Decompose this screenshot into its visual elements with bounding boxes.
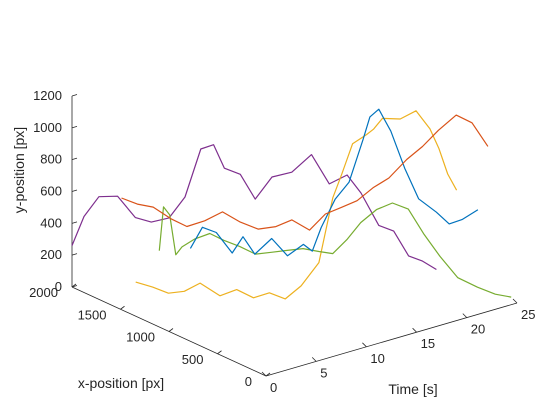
y-tick-mark bbox=[412, 327, 417, 333]
z-tick-label: 800 bbox=[40, 152, 62, 167]
z-tick-mark bbox=[71, 157, 78, 161]
x-tick-mark bbox=[120, 305, 125, 310]
z-tick-mark bbox=[71, 253, 78, 256]
z-tick-label: 1000 bbox=[33, 120, 62, 135]
ticks: 0200400600800100012000500100015002000051… bbox=[29, 88, 535, 395]
x-axis-title: x-position [px] bbox=[78, 375, 164, 391]
y-tick-label: 0 bbox=[270, 380, 277, 395]
series-lines bbox=[71, 108, 512, 300]
y-tick-mark bbox=[462, 313, 468, 318]
x-tick-mark bbox=[217, 350, 222, 355]
y-axis-title: Time [s] bbox=[388, 381, 437, 397]
y-axis-line bbox=[265, 302, 518, 377]
y-tick-mark bbox=[512, 298, 518, 304]
z-tick-label: 200 bbox=[40, 247, 62, 262]
z-tick-label: 400 bbox=[40, 215, 62, 230]
series-line-4 bbox=[189, 108, 479, 257]
z-axis-title: y-position [px] bbox=[11, 127, 27, 213]
z-tick-mark bbox=[71, 94, 78, 97]
x-tick-label: 0 bbox=[245, 374, 252, 389]
series-line-1 bbox=[71, 144, 437, 271]
axis-titles: y-position [px] x-position [px] Time [s] bbox=[11, 127, 438, 397]
y-tick-mark bbox=[362, 342, 367, 348]
y-tick-mark bbox=[261, 371, 267, 377]
y-tick-label: 5 bbox=[320, 365, 327, 380]
z-tick-mark bbox=[71, 125, 78, 129]
x-tick-mark bbox=[168, 328, 174, 332]
y-tick-mark bbox=[311, 357, 317, 362]
x-tick-label: 1000 bbox=[126, 330, 155, 345]
series-line-5 bbox=[121, 114, 489, 231]
z-tick-label: 600 bbox=[40, 184, 62, 199]
z-tick-mark bbox=[71, 221, 78, 224]
z-tick-mark bbox=[71, 189, 78, 192]
y-tick-label: 20 bbox=[471, 322, 485, 337]
y-tick-label: 10 bbox=[370, 351, 384, 366]
y-tick-label: 15 bbox=[421, 336, 435, 351]
y-tick-label: 25 bbox=[521, 307, 535, 322]
z-tick-label: 0 bbox=[55, 279, 62, 294]
x-tick-label: 2000 bbox=[29, 285, 58, 300]
x-tick-mark bbox=[71, 283, 77, 288]
x-tick-label: 1500 bbox=[78, 307, 107, 322]
series-line-2 bbox=[135, 110, 458, 300]
x-tick-label: 500 bbox=[182, 352, 204, 367]
z-tick-label: 1200 bbox=[33, 88, 62, 103]
x-tick-mark bbox=[265, 372, 271, 377]
